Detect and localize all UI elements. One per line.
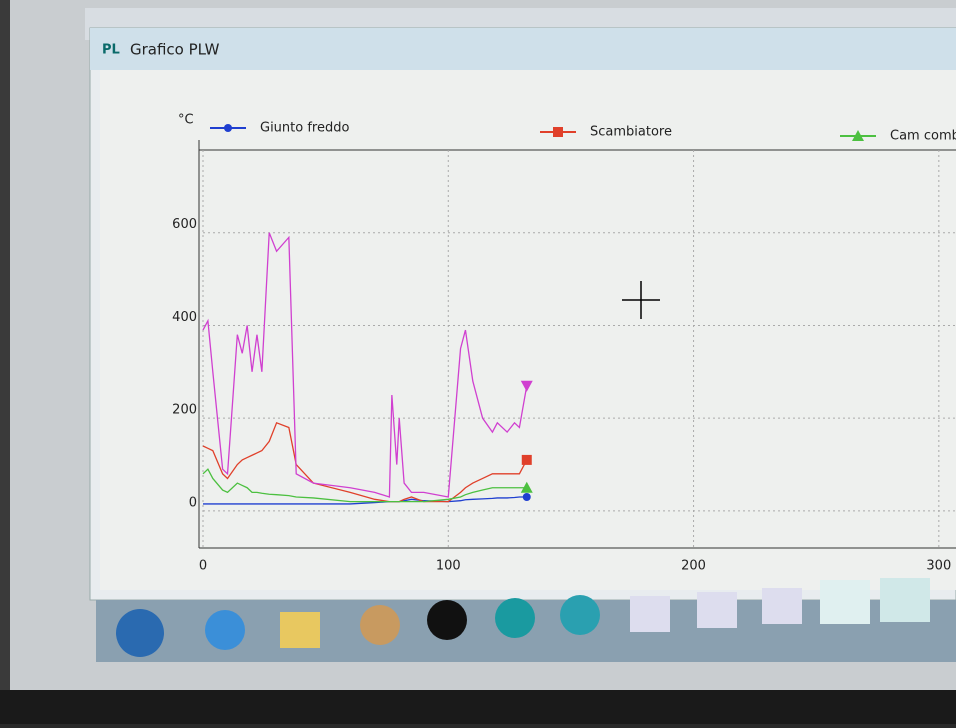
taskbar-icon[interactable] [560, 595, 600, 635]
x-tick-label: 200 [681, 559, 706, 574]
taskbar-icon[interactable] [427, 600, 467, 640]
marker [522, 455, 532, 465]
taskbar-icon[interactable] [880, 578, 930, 622]
legend-label: Scambiatore [590, 125, 672, 140]
taskbar-icon[interactable] [762, 588, 802, 624]
taskbar-icon[interactable] [280, 612, 320, 648]
y-tick-label: 400 [172, 310, 197, 325]
legend-label: Giunto freddo [260, 121, 349, 136]
y-axis-label: °C [178, 113, 194, 128]
marker [553, 127, 563, 137]
x-tick-label: 300 [926, 559, 951, 574]
page: PL Grafico PLW °C 0 200 400 600 0 100 200 300 Gi… [0, 0, 956, 724]
taskbar-icon[interactable] [820, 580, 870, 624]
taskbar-icon[interactable] [697, 592, 737, 628]
legend-label: Cam comb [890, 129, 956, 144]
x-tick-label: 100 [436, 559, 461, 574]
window-title: Grafico PLW [130, 41, 220, 59]
marker [523, 493, 531, 501]
x-tick-label: 0 [199, 559, 207, 574]
taskbar-icon[interactable] [360, 605, 400, 645]
y-tick-label: 600 [172, 217, 197, 232]
start-button[interactable] [116, 609, 164, 657]
dock [0, 690, 956, 724]
title-bar [90, 28, 956, 70]
taskbar-icon[interactable] [630, 596, 670, 632]
chart-area [100, 70, 956, 590]
app-icon: PL [102, 43, 120, 58]
marker [224, 124, 232, 132]
y-tick-label: 0 [189, 495, 197, 510]
y-tick-label: 200 [172, 403, 197, 418]
taskbar-icon[interactable] [495, 598, 535, 638]
screen: PL Grafico PLW °C 0 200 400 600 0 100 200 300 Gi… [0, 0, 956, 724]
taskbar-icon[interactable] [205, 610, 245, 650]
